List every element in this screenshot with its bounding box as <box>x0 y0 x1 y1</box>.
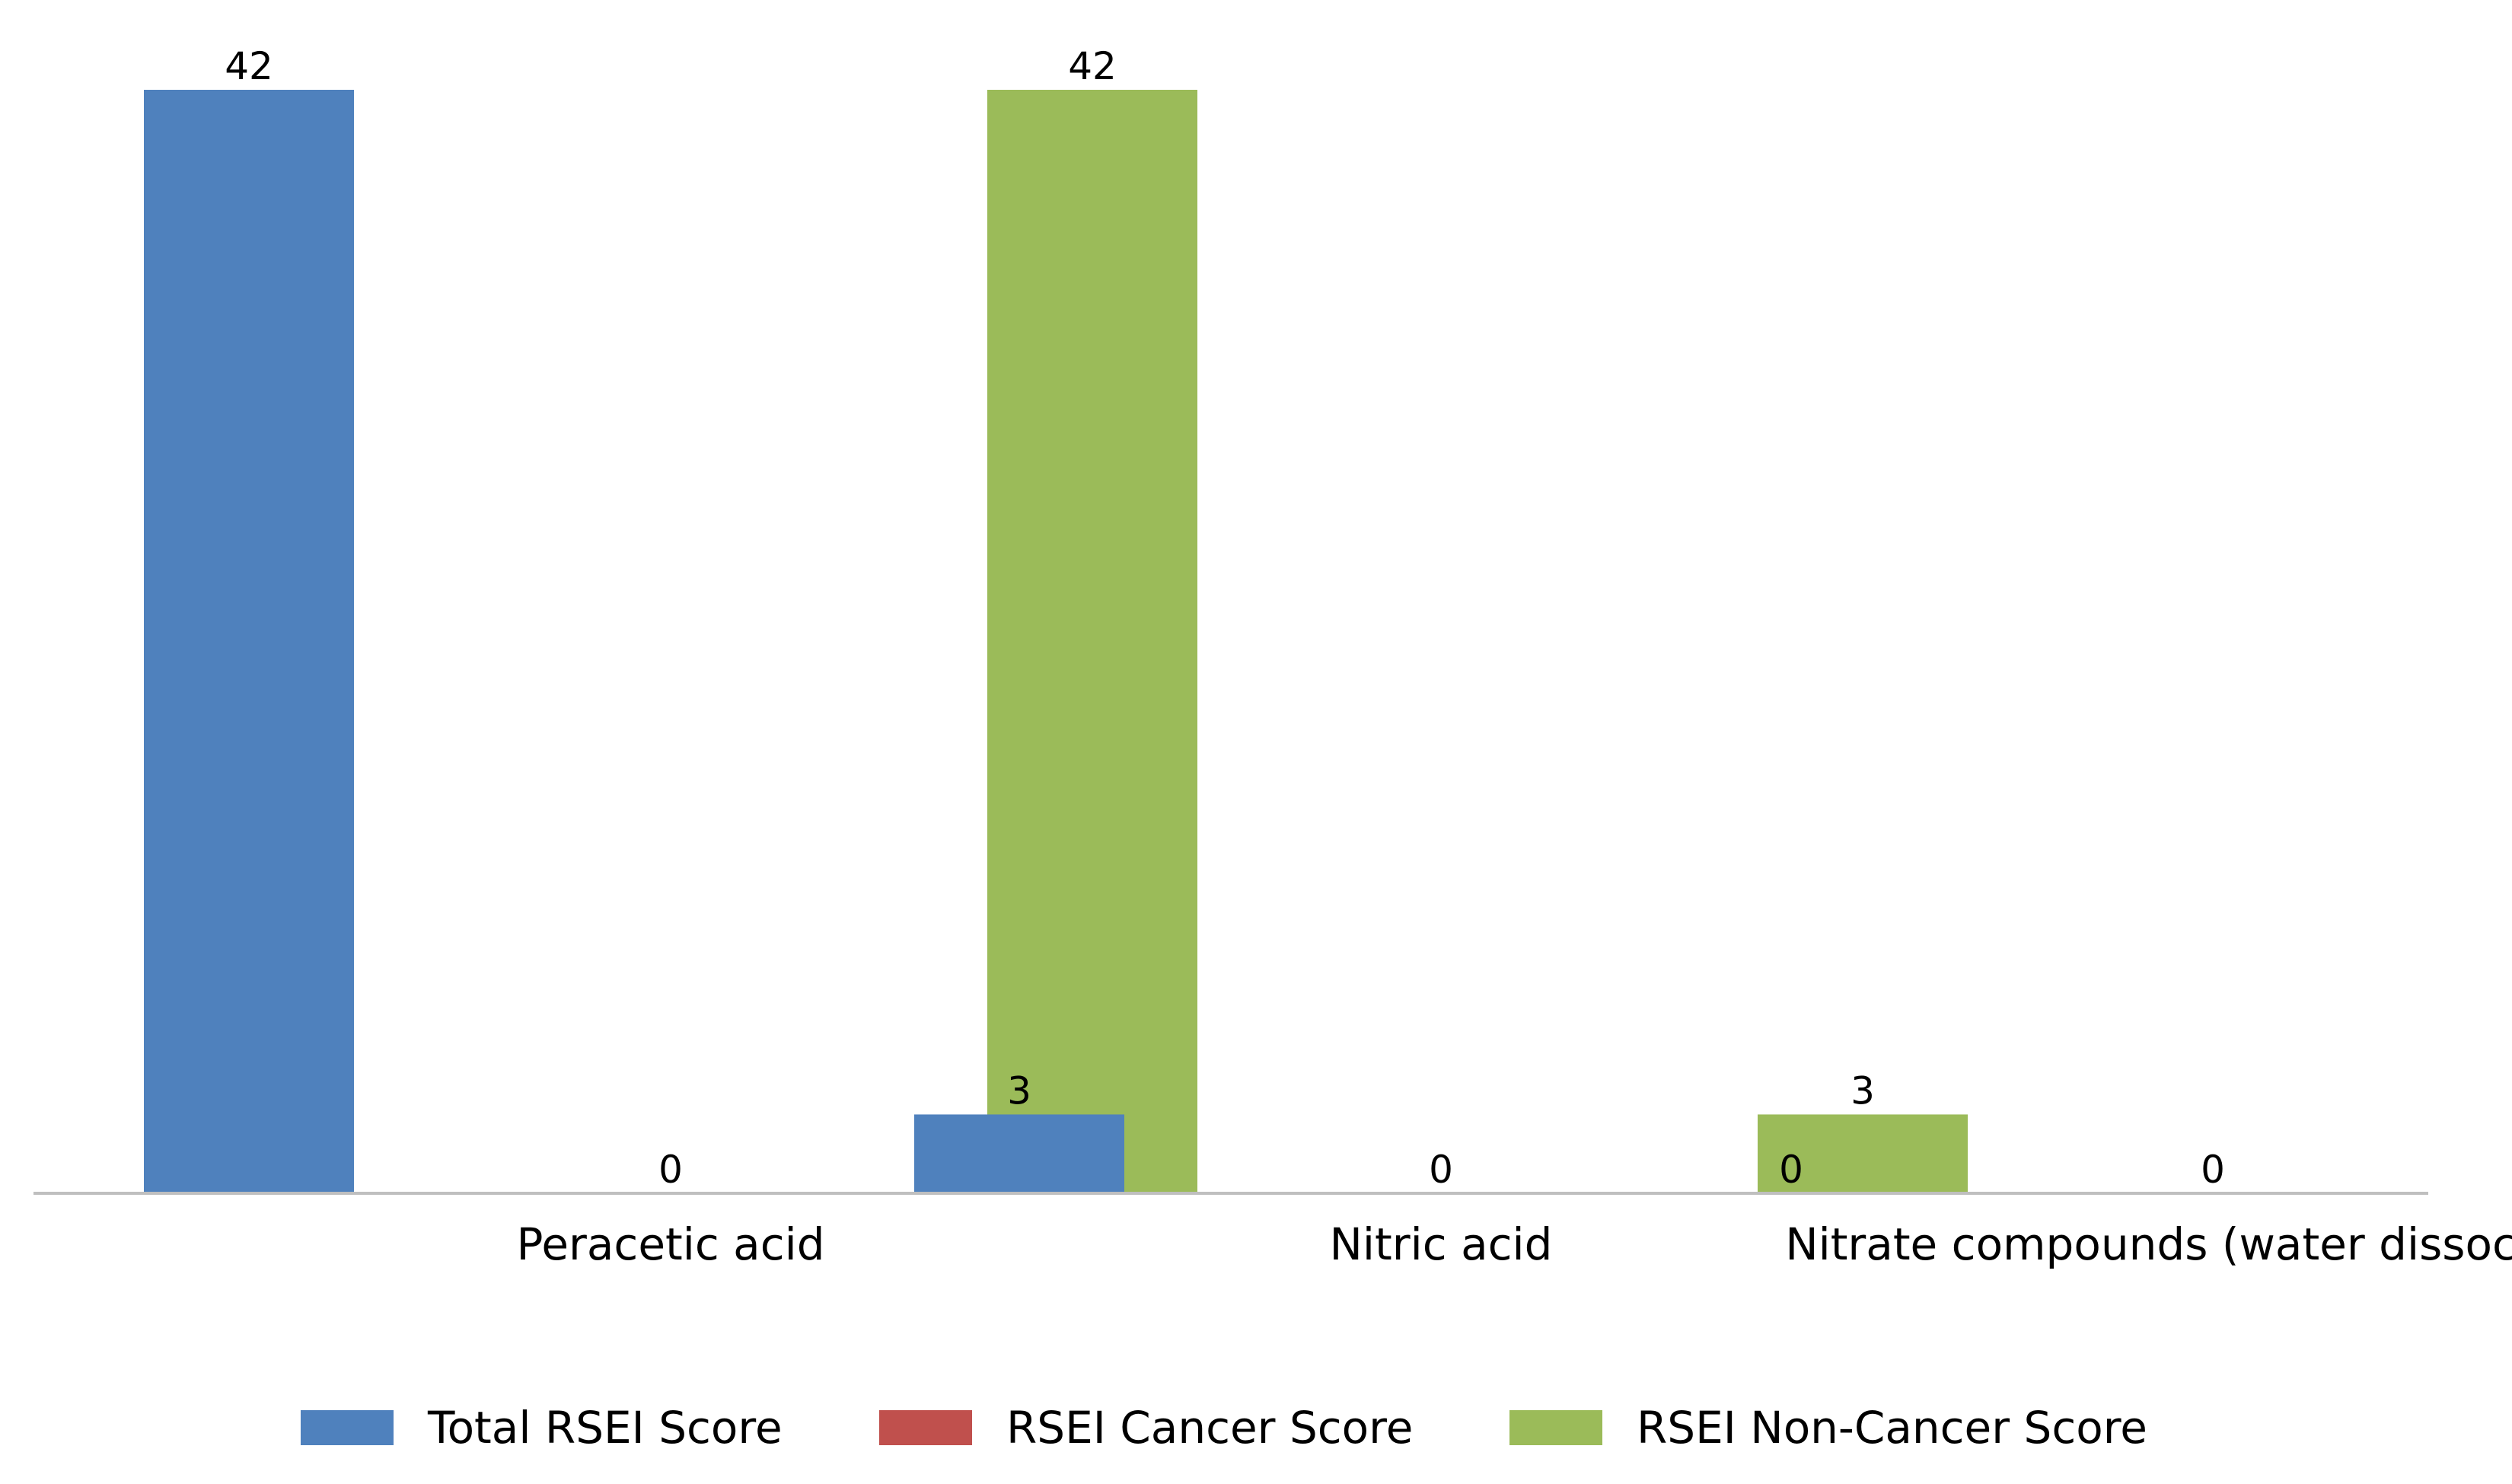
bars-layer <box>144 90 1968 1193</box>
category-label-2: Nitrate compounds (water dissociable) <box>1785 1218 2512 1270</box>
bar-0-1 <box>914 1114 1124 1193</box>
legend: Total RSEI Score RSEI Cancer Score RSEI No… <box>301 1402 2147 1454</box>
data-label-2-0: 42 <box>1068 44 1117 88</box>
category-label-0: Peracetic acid <box>516 1218 824 1270</box>
data-label-0-0: 42 <box>225 44 273 88</box>
data-label-2-1: 3 <box>1851 1068 1875 1113</box>
data-label-0-1: 3 <box>1007 1068 1031 1113</box>
category-labels: Peracetic acid Nitric acid Nitrate compoun… <box>516 1218 2512 1270</box>
data-label-1-2: 0 <box>2201 1148 2225 1192</box>
data-label-1-0: 0 <box>658 1148 683 1192</box>
bar-2-1 <box>1758 1114 1968 1193</box>
bar-2-0 <box>987 90 1197 1193</box>
legend-swatch-2 <box>1509 1410 1602 1445</box>
bar-0-0 <box>144 90 354 1193</box>
legend-swatch-0 <box>301 1410 394 1445</box>
legend-label-1: RSEI Cancer Score <box>1006 1402 1413 1454</box>
legend-label-2: RSEI Non-Cancer Score <box>1637 1402 2147 1454</box>
category-label-1: Nitric acid <box>1330 1218 1553 1270</box>
data-label-0-2: 0 <box>1779 1148 1803 1192</box>
legend-label-0: Total RSEI Score <box>427 1402 783 1454</box>
data-labels-layer: 42042303000 <box>225 44 2225 1192</box>
data-label-1-1: 0 <box>1429 1148 1453 1192</box>
legend-swatch-1 <box>879 1410 972 1445</box>
